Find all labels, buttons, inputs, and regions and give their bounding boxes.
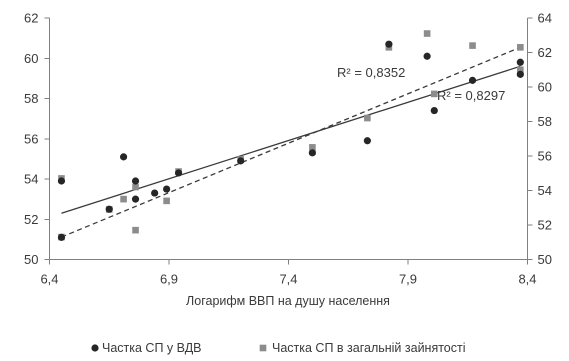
- y-right-tick-label: 52: [538, 218, 552, 233]
- y-right-tick-label: 62: [538, 45, 552, 60]
- data-point-circle: [423, 52, 431, 60]
- y-right-tick-label: 50: [538, 252, 552, 267]
- y-left-tick-label: 60: [24, 51, 38, 66]
- legend: Частка СП у ВДВ Частка СП в загальній за…: [91, 341, 466, 355]
- data-point-square: [309, 144, 316, 151]
- data-point-circle: [57, 233, 66, 241]
- x-axis-title: Логарифм ВВП на душу населення: [186, 294, 390, 308]
- y-right-tick-label: 64: [538, 11, 552, 26]
- data-point-circle: [308, 149, 316, 157]
- y-right-tick-label: 60: [538, 80, 552, 95]
- legend-marker-square: [259, 344, 267, 352]
- data-point-square: [423, 30, 431, 37]
- data-point-circle: [430, 106, 438, 115]
- data-point-circle: [363, 137, 371, 145]
- trendlines: [61, 46, 521, 238]
- y-right-tick-label: 56: [538, 149, 552, 164]
- x-tick-label: 8,4: [518, 272, 536, 287]
- data-point-square: [132, 183, 139, 191]
- y-right-tick-label: 54: [538, 183, 552, 198]
- data-point-circle: [516, 70, 524, 78]
- data-point-square: [469, 42, 476, 49]
- data-point-square: [163, 197, 170, 205]
- data-point-square: [132, 226, 139, 234]
- r2-label-employment: R² = 0,8352: [337, 65, 405, 80]
- data-point-circle: [174, 169, 183, 177]
- axes: 6,4 6,9 7,4 7,9 8,45052545658606250525456586…: [24, 11, 552, 287]
- y-left-tick-label: 56: [24, 131, 38, 146]
- data-point-circle: [163, 185, 171, 193]
- y-left-tick-label: 50: [24, 252, 38, 267]
- legend-label-employment: Частка СП в загальній зайнятості: [272, 341, 466, 355]
- x-tick-label: 6,4: [40, 272, 58, 287]
- data-point-circle: [131, 195, 140, 203]
- data-point-circle: [385, 40, 393, 48]
- data-point-square: [364, 114, 371, 122]
- r2-label-vdv: R² = 0,8297: [437, 88, 505, 103]
- data-points: [57, 30, 524, 241]
- data-point-circle: [57, 177, 66, 185]
- data-point-circle: [131, 177, 140, 185]
- legend-item-employment: Частка СП в загальній зайнятості: [259, 341, 466, 355]
- y-right-tick-label: 58: [538, 114, 552, 129]
- legend-item-vdv: Частка СП у ВДВ: [91, 341, 202, 355]
- y-left-tick-label: 58: [24, 91, 38, 106]
- legend-label-vdv: Частка СП у ВДВ: [102, 341, 202, 355]
- data-point-circle: [105, 205, 113, 213]
- legend-marker-circle: [91, 344, 99, 352]
- trendline-employment: [61, 46, 521, 238]
- data-point-square: [517, 44, 524, 51]
- series-vdv-points: [57, 40, 524, 241]
- data-point-square: [517, 66, 524, 74]
- series-employment-points: [58, 30, 524, 241]
- y-left-tick-label: 54: [24, 172, 38, 187]
- x-tick-label: 7,4: [279, 272, 297, 287]
- data-point-circle: [237, 157, 245, 165]
- data-point-circle: [468, 76, 477, 84]
- y-left-tick-label: 52: [24, 212, 38, 227]
- data-point-circle: [516, 58, 524, 66]
- x-tick-label: 6,9: [160, 272, 178, 287]
- data-point-circle: [119, 153, 128, 161]
- y-left-tick-label: 62: [24, 11, 38, 26]
- x-tick-label: 7,9: [399, 272, 417, 287]
- data-point-square: [120, 195, 127, 203]
- data-point-square: [430, 90, 438, 98]
- data-point-circle: [151, 189, 159, 197]
